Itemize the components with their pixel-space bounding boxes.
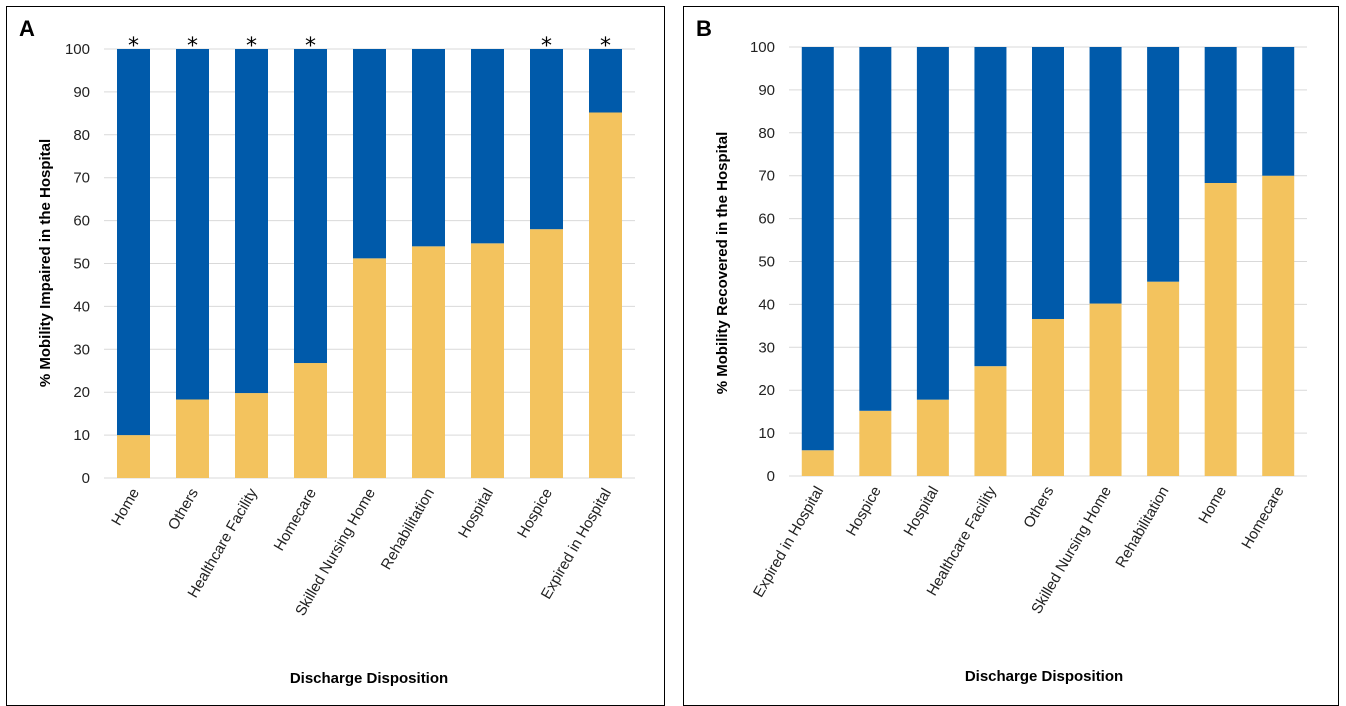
bar-segment-lower: [176, 399, 209, 478]
chart-b-svg: B 0 10 20 30 40 50 60 70 80 90 100 Expired in Hospit…: [696, 16, 1307, 685]
x-tick-label: Hospital: [455, 486, 497, 541]
y-tick-label: 30: [73, 341, 90, 358]
x-tick-label: Expired in Hospital: [750, 484, 827, 601]
significance-marker: *: [187, 34, 198, 59]
panel-letter-b: B: [696, 16, 712, 41]
y-tick-label: 50: [73, 256, 90, 273]
bar-segment-upper: [1032, 47, 1064, 319]
y-tick-label: 0: [82, 470, 90, 487]
bar-segment-lower: [353, 258, 386, 478]
bar-segment-upper: [530, 49, 563, 230]
bar-segment-lower: [530, 229, 563, 478]
y-tick-label: 60: [758, 211, 775, 228]
x-axis-title: Discharge Disposition: [290, 670, 448, 687]
bar-segment-upper: [412, 49, 445, 247]
bar-segment-lower: [801, 450, 834, 476]
significance-marker: *: [246, 34, 257, 59]
y-tick-label: 10: [758, 425, 775, 442]
y-tick-label: 50: [758, 254, 775, 271]
bar-segment-upper: [235, 49, 268, 394]
x-tick-label: Hospital: [901, 484, 943, 539]
y-tick-label: 0: [767, 468, 775, 485]
bar-segment-lower: [471, 243, 504, 478]
x-tick-label: Rehabilitation: [1112, 483, 1172, 570]
y-tick-label: 70: [73, 170, 90, 187]
bar-segment-lower: [412, 246, 445, 478]
x-tick-label: Rehabilitation: [378, 486, 438, 573]
y-tick-label: 40: [758, 296, 775, 313]
x-tick-label: Others: [1020, 484, 1057, 531]
panel-letter-a: A: [19, 16, 35, 41]
y-tick-label: 90: [73, 84, 90, 101]
x-tick-label: Homecare: [1238, 484, 1287, 552]
bar-segment-lower: [589, 112, 622, 478]
x-axis-title: Discharge Disposition: [965, 668, 1123, 685]
x-tick-label: Others: [165, 486, 202, 533]
bar-segment-lower: [974, 366, 1007, 476]
y-tick-label: 80: [758, 125, 775, 142]
significance-marker: *: [128, 34, 139, 59]
y-tick-label: 10: [73, 427, 90, 444]
y-axis-title: % Mobility Recovered in the Hospital: [714, 132, 731, 395]
x-tick-label: Homecare: [271, 486, 320, 554]
bar-segment-upper: [801, 47, 834, 451]
bar-segment-lower: [916, 399, 949, 476]
y-tick-label: 90: [758, 82, 775, 99]
chart-panel-a: A 0 10 20 30 40 50 60 70 80 90 100 * Home * Others * Heal…: [6, 6, 665, 706]
chart-panel-b: B 0 10 20 30 40 50 60 70 80 90 100 Expired in Hospit…: [683, 6, 1339, 706]
x-tick-label: Home: [108, 486, 143, 529]
significance-marker: *: [305, 34, 316, 59]
x-tick-label: Hospice: [514, 486, 556, 541]
bar-segment-lower: [859, 410, 892, 476]
bar-segment-lower: [117, 435, 150, 478]
bar-segment-upper: [117, 49, 150, 436]
y-tick-label: 80: [73, 127, 90, 144]
bar-segment-lower: [1147, 281, 1180, 476]
y-tick-label: 100: [750, 39, 775, 56]
bar-segment-upper: [294, 49, 327, 364]
bar-segment-upper: [1147, 47, 1180, 282]
y-tick-label: 20: [73, 384, 90, 401]
bar-segment-upper: [1089, 47, 1122, 304]
x-tick-label: Home: [1195, 484, 1230, 527]
bar-segment-upper: [1262, 47, 1295, 176]
bar-segment-lower: [1032, 318, 1064, 476]
bar-segment-upper: [916, 47, 949, 400]
bar-segment-lower: [235, 393, 268, 478]
bar-segment-upper: [974, 47, 1007, 367]
x-tick-label: Hospice: [843, 484, 885, 539]
bar-segment-lower: [1089, 303, 1122, 476]
bar-segment-upper: [589, 49, 622, 113]
significance-marker: *: [541, 34, 552, 59]
y-tick-label: 20: [758, 382, 775, 399]
bar-segment-upper: [353, 49, 386, 259]
y-axis-title: % Mobility Impaired in the Hospital: [37, 139, 54, 387]
bar-segment-upper: [859, 47, 892, 411]
y-tick-label: 40: [73, 298, 90, 315]
bar-segment-upper: [176, 49, 209, 400]
y-tick-label: 100: [65, 41, 90, 58]
bar-segment-upper: [1204, 47, 1237, 183]
bar-segment-upper: [471, 49, 504, 244]
y-tick-label: 60: [73, 213, 90, 230]
bar-segment-lower: [1204, 182, 1237, 477]
significance-marker: *: [600, 34, 611, 59]
bar-segment-lower: [294, 363, 327, 478]
y-tick-label: 30: [758, 339, 775, 356]
bar-segment-lower: [1262, 175, 1295, 476]
y-tick-label: 70: [758, 168, 775, 185]
